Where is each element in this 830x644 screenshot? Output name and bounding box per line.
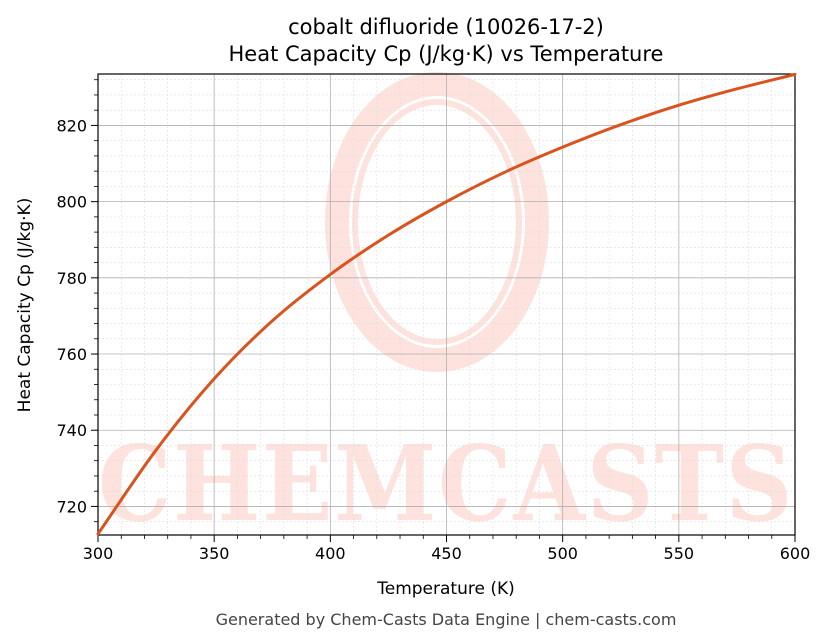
x-tick-label: 350	[199, 544, 230, 563]
y-tick-label: 720	[56, 497, 87, 516]
chart-title: cobalt difluoride (10026-17-2)	[288, 15, 604, 39]
x-tick-label: 600	[780, 544, 811, 563]
x-tick-label: 550	[664, 544, 695, 563]
x-tick-label: 450	[431, 544, 462, 563]
chemcasts-watermark: CHEMCASTS	[98, 72, 794, 545]
series-line	[96, 72, 797, 536]
x-axis-label: Temperature (K)	[376, 579, 515, 599]
x-tick-label: 500	[547, 544, 578, 563]
y-tick-label: 780	[56, 269, 87, 288]
chart-subtitle: Heat Capacity Cp (J/kg·K) vs Temperature	[229, 42, 664, 66]
y-tick-labels: 720 740 760 780 800 820	[56, 116, 87, 516]
y-tick-label: 820	[56, 116, 87, 135]
y-tick-label: 800	[56, 193, 87, 212]
y-tick-label: 740	[56, 421, 87, 440]
y-tick-label: 760	[56, 345, 87, 364]
watermark-text: CHEMCASTS	[98, 422, 794, 545]
x-tick-label: 400	[315, 544, 346, 563]
y-axis-label: Heat Capacity Cp (J/kg·K)	[15, 198, 35, 413]
axis-ticks	[91, 79, 796, 542]
series-layer	[96, 72, 797, 536]
x-tick-label: 300	[83, 544, 114, 563]
footer-credit: Generated by Chem-Casts Data Engine | ch…	[216, 610, 677, 629]
x-tick-labels: 300 350 400 450 500 550 600	[83, 544, 811, 563]
